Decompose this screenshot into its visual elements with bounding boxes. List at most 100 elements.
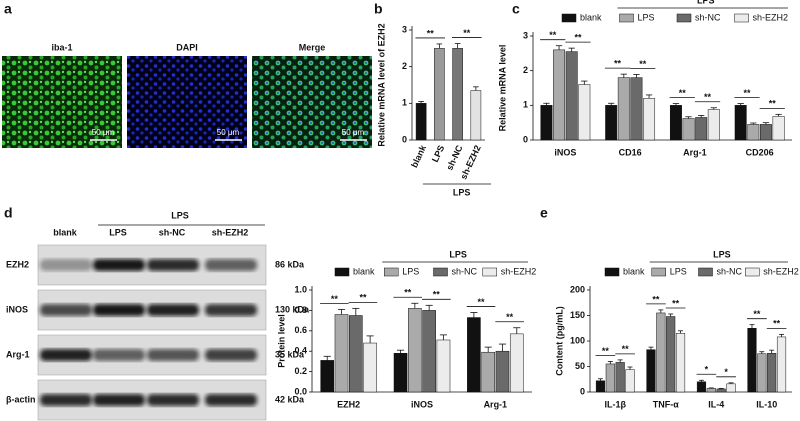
legend-label: sh-EZH2 <box>501 266 537 276</box>
bar <box>540 105 553 141</box>
bar <box>747 328 757 393</box>
bar <box>615 362 625 393</box>
bar <box>434 48 445 141</box>
x-tick-label: Arg-1 <box>484 399 508 409</box>
significance-label: ** <box>602 346 610 356</box>
significance-label: ** <box>614 59 622 69</box>
panel-letter: d <box>4 205 13 221</box>
y-tick-label: 100 <box>570 335 585 345</box>
legend-swatch <box>384 267 399 277</box>
significance-label: ** <box>506 312 514 322</box>
protein-label: iNOS <box>6 304 28 314</box>
legend-label: LPS <box>670 266 687 276</box>
x-tick-label: EZH2 <box>337 399 360 409</box>
significance-label: ** <box>704 92 712 102</box>
y-tick-label: 1 <box>402 98 407 108</box>
legend-swatch <box>734 13 749 23</box>
y-tick-label: 150 <box>570 310 585 320</box>
blot-band <box>147 394 199 406</box>
x-tick-label: iNOS <box>554 147 576 157</box>
bar <box>595 380 606 393</box>
y-tick-label: 0.8 <box>294 305 307 315</box>
legend-label: sh-NC <box>695 12 721 22</box>
size-label: 35 kDa <box>275 349 305 359</box>
significance-label: ** <box>359 293 367 303</box>
bar <box>363 342 377 393</box>
significance-label: * <box>724 367 728 377</box>
bar <box>776 336 787 393</box>
x-tick-label: IL-10 <box>756 399 777 409</box>
y-axis-label: Relative mRNA level <box>497 45 507 132</box>
bar <box>422 310 436 393</box>
blot-band <box>205 394 257 406</box>
significance-label: ** <box>427 28 435 38</box>
legend-swatch <box>482 267 497 277</box>
panel-letter: c <box>512 1 520 17</box>
group-label: LPS <box>697 0 715 5</box>
significance-label: ** <box>463 28 471 38</box>
legend-swatch <box>745 267 760 277</box>
x-tick-label: IL-4 <box>708 399 724 409</box>
legend-label: sh-EZH2 <box>763 266 799 276</box>
y-tick-label: 200 <box>570 284 585 294</box>
channel-label: Merge <box>299 42 326 52</box>
y-tick-label: 3 <box>523 30 528 40</box>
significance-label: ** <box>404 288 412 298</box>
size-label: 86 kDa <box>275 259 305 269</box>
bar <box>495 350 510 393</box>
y-tick-label: 2 <box>523 65 528 75</box>
group-label: LPS <box>713 249 731 259</box>
group-label: LPS <box>171 210 189 220</box>
group-label: LPS <box>449 249 467 259</box>
bar <box>706 388 716 393</box>
significance-label: ** <box>773 319 781 329</box>
x-tick-label: CD16 <box>619 147 642 157</box>
blot-band <box>40 394 92 406</box>
micrograph <box>252 56 372 148</box>
y-axis-label: Content (pg/mL) <box>554 306 564 375</box>
significance-label: ** <box>433 290 441 300</box>
panel-letter: e <box>540 205 548 221</box>
legend-swatch <box>698 267 713 277</box>
bar <box>726 383 736 393</box>
bar <box>716 388 726 393</box>
bar <box>666 316 676 393</box>
significance-label: * <box>705 365 709 375</box>
bar <box>617 77 630 141</box>
y-tick-label: 2 <box>402 61 407 71</box>
bar <box>772 116 785 141</box>
bar <box>578 84 591 141</box>
y-tick-label: 1 <box>523 100 528 110</box>
y-tick-label: 50 <box>575 361 585 371</box>
protein-label: EZH2 <box>6 259 29 269</box>
bar <box>643 98 656 141</box>
significance-label: ** <box>622 344 630 354</box>
significance-label: ** <box>743 88 751 98</box>
panel-letter: a <box>4 1 12 17</box>
bar <box>349 315 363 393</box>
bar <box>682 118 695 141</box>
x-tick-label: blank <box>409 143 428 169</box>
legend-swatch <box>334 267 350 277</box>
bar <box>707 109 720 141</box>
bar <box>630 77 643 141</box>
y-tick-label: 3 <box>402 24 407 34</box>
lane-label: LPS <box>109 227 127 237</box>
group-label: LPS <box>453 187 471 197</box>
bar <box>467 317 481 393</box>
bar <box>470 90 482 141</box>
significance-label: ** <box>672 298 680 308</box>
y-tick-label: 0 <box>580 386 585 396</box>
legend-swatch <box>676 13 692 23</box>
legend-label: blank <box>580 12 602 22</box>
size-label: 130 kDa <box>275 304 310 314</box>
blot-band <box>147 349 199 361</box>
bar <box>757 353 767 393</box>
legend-label: LPS <box>638 12 655 22</box>
lane-label: sh-EZH2 <box>212 227 249 237</box>
protein-label: β-actin <box>6 394 36 404</box>
blot-band <box>93 304 145 316</box>
blot-band <box>93 394 145 406</box>
bar <box>625 369 635 393</box>
